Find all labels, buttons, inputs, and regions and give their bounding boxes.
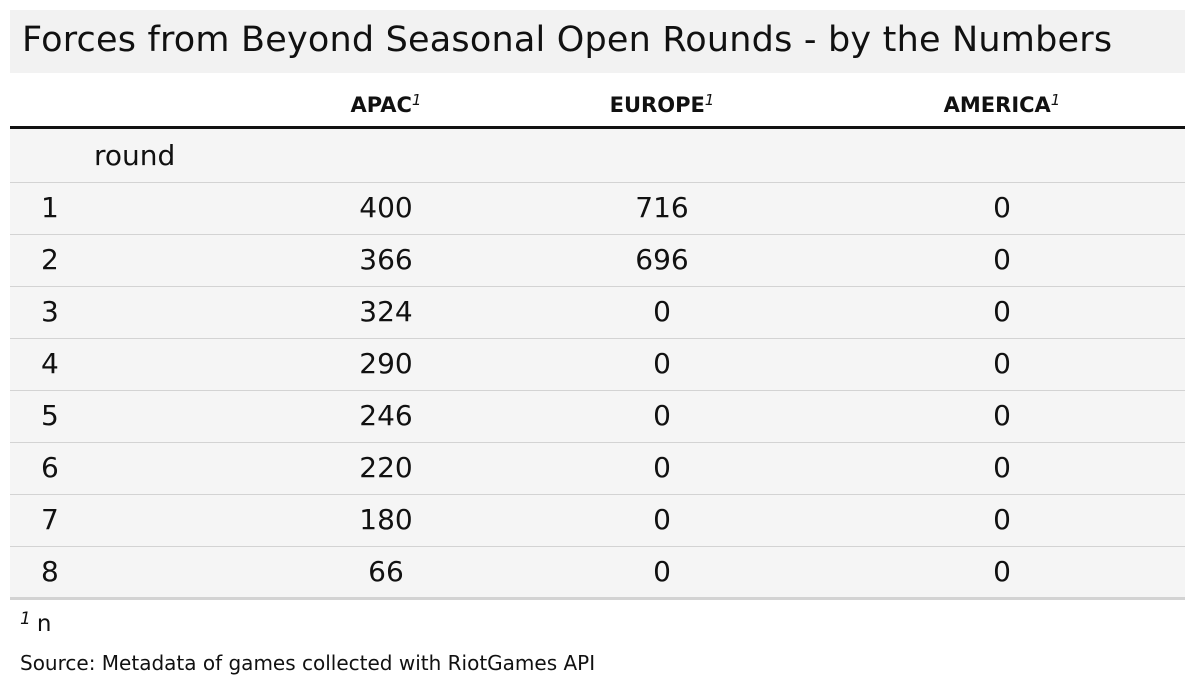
row-label-round: 3 [41,295,59,328]
table-cell-apac: 400 [359,191,413,224]
table-cell-apac: 66 [368,555,404,588]
table-cell-apac: 366 [359,243,413,276]
footnote-mark: 1 [20,609,31,629]
row-divider [10,546,1185,547]
table-cell-europe: 0 [653,295,671,328]
table-cell-europe: 0 [653,399,671,432]
table-cell-apac: 220 [359,451,413,484]
table-cell-europe: 716 [635,191,689,224]
column-header-europe: EUROPE1 [610,86,715,119]
title-bar: Forces from Beyond Seasonal Open Rounds … [10,10,1185,73]
table-cell-apac: 324 [359,295,413,328]
table-cell-europe: 696 [635,243,689,276]
row-label-round: 4 [41,347,59,380]
column-header-label: EUROPE [609,93,705,117]
table-cell-america: 0 [993,399,1011,432]
column-header-label: APAC [350,93,412,117]
row-divider [10,182,1185,183]
table-cell-america: 0 [993,503,1011,536]
row-label-round: 8 [41,555,59,588]
column-header-label: AMERICA [943,93,1051,117]
table-cell-europe: 0 [653,503,671,536]
row-divider [10,390,1185,391]
table-cell-europe: 0 [653,555,671,588]
column-footnote-mark: 1 [704,91,715,109]
row-label-round: 5 [41,399,59,432]
column-footnote-mark: 1 [411,91,422,109]
table-cell-apac: 180 [359,503,413,536]
table-cell-apac: 290 [359,347,413,380]
column-header-america: AMERICA1 [944,86,1061,119]
row-label-round: 1 [41,191,59,224]
row-divider [10,286,1185,287]
header-rule [10,126,1185,129]
table-cell-america: 0 [993,347,1011,380]
table-cell-america: 0 [993,191,1011,224]
row-divider [10,494,1185,495]
table-cell-europe: 0 [653,451,671,484]
row-divider [10,442,1185,443]
table-cell-america: 0 [993,295,1011,328]
table-cell-america: 0 [993,243,1011,276]
group-label: round [94,139,176,172]
row-divider [10,338,1185,339]
table-cell-europe: 0 [653,347,671,380]
row-divider [10,234,1185,235]
source-note: Source: Metadata of games collected with… [20,651,596,675]
column-footnote-mark: 1 [1050,91,1061,109]
table-cell-america: 0 [993,555,1011,588]
table-title: Forces from Beyond Seasonal Open Rounds … [22,20,1113,60]
row-label-round: 2 [41,243,59,276]
footer-rule [10,597,1185,600]
footnote-text: n [36,611,52,637]
table-body [10,129,1185,598]
table-cell-america: 0 [993,451,1011,484]
column-header-apac: APAC1 [351,86,422,119]
row-label-round: 7 [41,503,59,536]
row-label-round: 6 [41,451,59,484]
table-cell-apac: 246 [359,399,413,432]
